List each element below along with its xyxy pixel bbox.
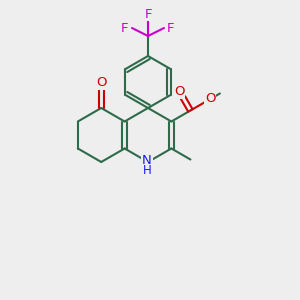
- Text: O: O: [96, 76, 106, 89]
- Text: H: H: [142, 164, 152, 178]
- Text: F: F: [121, 22, 129, 34]
- Text: F: F: [144, 8, 152, 20]
- Text: N: N: [142, 154, 152, 166]
- Text: O: O: [205, 92, 216, 106]
- Text: O: O: [174, 85, 185, 98]
- Text: F: F: [167, 22, 175, 34]
